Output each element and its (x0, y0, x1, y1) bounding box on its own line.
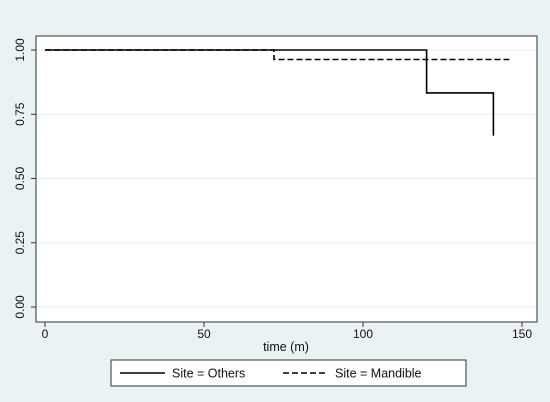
legend-label-mandible: Site = Mandible (335, 367, 422, 381)
x-tick-label: 50 (197, 327, 211, 341)
y-ticks: 0.00 0.25 0.50 0.75 1.00 (13, 38, 36, 319)
x-tick-label: 0 (42, 327, 49, 341)
x-tick-label: 100 (353, 327, 373, 341)
x-tick-label: 150 (512, 327, 532, 341)
y-tick-label: 0.00 (13, 295, 27, 319)
legend: Site = Others Site = Mandible (110, 359, 467, 387)
y-tick-label: 0.25 (13, 231, 27, 255)
series-line-others (45, 49, 495, 136)
series-line-mandible (45, 49, 510, 61)
legend-label-others: Site = Others (172, 367, 245, 381)
x-axis-title: time (m) (263, 340, 309, 354)
x-ticks: 0 50 100 150 (42, 322, 532, 341)
series-lines (45, 49, 510, 136)
y-tick-label: 0.75 (13, 102, 27, 126)
y-tick-label: 1.00 (13, 38, 27, 62)
y-tick-label: 0.50 (13, 166, 27, 190)
